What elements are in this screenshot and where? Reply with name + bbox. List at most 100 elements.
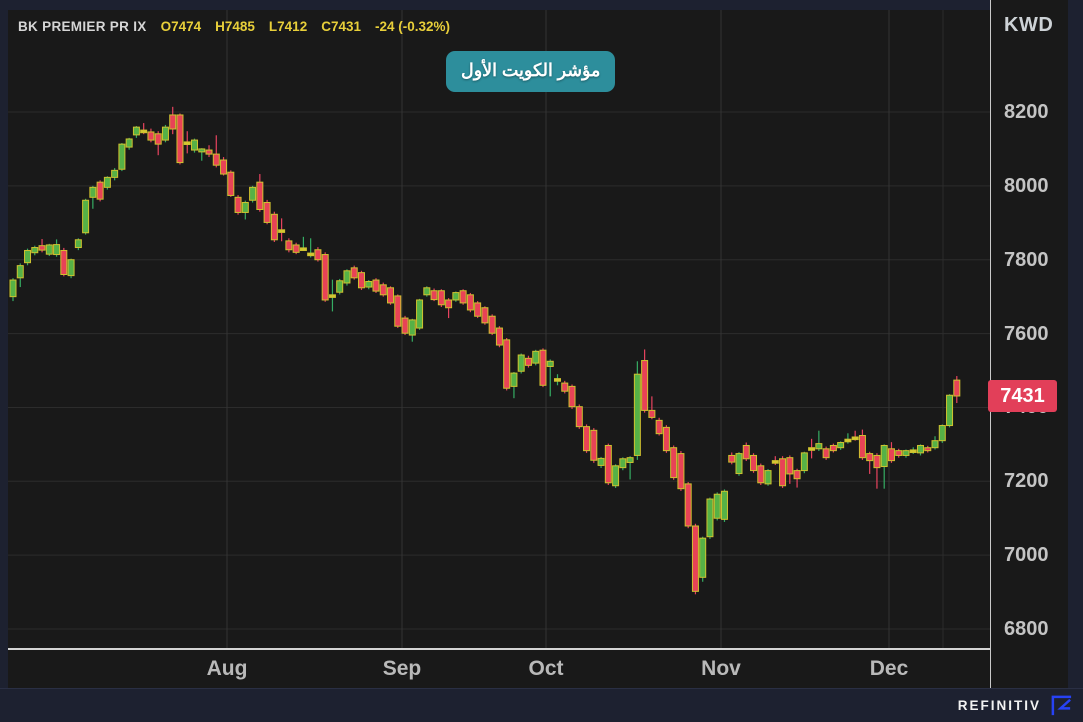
candle-down <box>495 327 503 346</box>
candle-down <box>604 444 612 484</box>
candle-up <box>546 360 554 367</box>
candle-up <box>161 126 169 141</box>
candle-down <box>793 470 801 480</box>
candle-up <box>111 169 119 178</box>
candle-up <box>532 350 540 364</box>
refinitiv-branding: REFINITIV <box>958 694 1073 717</box>
chart-legend: BK PREMIER PR IX O7474 H7485 L7412 C7431… <box>18 14 450 38</box>
legend-high: H7485 <box>215 18 255 34</box>
candle-up <box>241 201 249 213</box>
candle-down <box>292 244 300 253</box>
candle-down <box>234 196 242 213</box>
time-axis[interactable]: Aug Sep Oct Nov Dec <box>8 648 990 688</box>
candle-up <box>24 249 32 264</box>
bottom-bar: REFINITIV <box>0 688 1083 722</box>
candle-up <box>416 299 424 329</box>
candle-up <box>699 537 707 578</box>
month-tick-label: Sep <box>382 657 422 680</box>
candle-up <box>938 425 946 442</box>
candle-down <box>350 267 358 279</box>
candle-down <box>568 385 576 408</box>
candle-down <box>387 287 395 304</box>
candle-up <box>328 294 336 298</box>
candle-down <box>858 435 866 459</box>
currency-label: KWD <box>1004 14 1054 36</box>
candle-up <box>917 444 924 454</box>
candle-down <box>887 448 895 462</box>
candle-down <box>750 454 758 472</box>
candle-down <box>779 458 787 487</box>
candle-down <box>379 284 387 296</box>
candle-up <box>89 186 97 198</box>
price-tick-label: 7600 <box>1004 322 1049 345</box>
candle-down <box>822 448 830 459</box>
candle-up <box>343 270 351 284</box>
candle-down <box>851 436 859 441</box>
month-tick-label: Aug <box>206 657 248 680</box>
candle-up <box>299 247 307 252</box>
candle-down <box>459 290 467 304</box>
candle-up <box>764 470 772 485</box>
candle-down <box>183 141 191 146</box>
candle-up <box>837 442 845 449</box>
legend-low: L7412 <box>268 18 308 34</box>
candle-down <box>357 272 365 289</box>
candle-down <box>757 465 765 484</box>
candle-down <box>503 339 511 389</box>
candle-up <box>132 126 140 136</box>
candle-up <box>191 139 198 151</box>
candle-down <box>466 294 474 311</box>
last-price-label: 7431 <box>989 380 1056 411</box>
candle-up <box>815 443 823 450</box>
candle-down <box>38 245 46 251</box>
candle-down <box>561 382 569 392</box>
candle-down <box>481 307 489 324</box>
candle-up <box>16 265 24 279</box>
candlestick-chart-area[interactable]: BK PREMIER PR IX O7474 H7485 L7412 C7431… <box>8 10 990 648</box>
candle-down <box>227 171 235 196</box>
candle-up <box>633 373 641 456</box>
refinitiv-logo-icon <box>1051 695 1072 716</box>
candle-down <box>953 379 961 397</box>
candle-down <box>873 454 881 469</box>
candle-up <box>67 259 75 277</box>
candle-up <box>74 239 82 249</box>
candle-up <box>336 280 344 293</box>
candle-up <box>82 199 90 234</box>
month-tick-label: Nov <box>701 657 741 680</box>
price-tick-label: 7200 <box>1004 470 1049 493</box>
candle-up <box>612 465 620 487</box>
price-tick-label: 7000 <box>1004 544 1049 567</box>
candle-up <box>902 450 910 456</box>
chart-canvas[interactable] <box>8 10 990 648</box>
candle-down <box>212 153 220 166</box>
candle-down <box>278 229 286 233</box>
candle-up <box>800 452 808 472</box>
candle-down <box>924 447 932 452</box>
candle-down <box>321 254 329 301</box>
candle-down <box>728 454 736 463</box>
candle-down <box>539 349 547 386</box>
candle-down <box>60 249 68 275</box>
candle-down <box>154 133 162 145</box>
candle-up <box>103 176 111 188</box>
candle-up <box>31 247 39 254</box>
month-tick-label: Dec <box>869 657 909 680</box>
price-tick-label: 6800 <box>1004 618 1049 641</box>
price-axis[interactable]: KWD 7431 8200800078007600740072007000680… <box>989 0 1068 688</box>
candle-down <box>771 460 779 464</box>
candle-down <box>147 131 155 141</box>
candle-down <box>895 450 903 456</box>
candle-down <box>575 406 583 428</box>
candle-up <box>45 244 53 255</box>
candle-down <box>829 444 837 452</box>
candle-up <box>909 449 917 454</box>
candle-up <box>198 148 206 153</box>
candle-down <box>205 149 213 155</box>
candle-down <box>140 129 148 134</box>
price-tick-label: 7800 <box>1004 248 1049 271</box>
candle-down <box>670 447 678 479</box>
candle-down <box>524 357 532 366</box>
candle-down <box>662 426 670 452</box>
candle-up <box>423 287 431 296</box>
